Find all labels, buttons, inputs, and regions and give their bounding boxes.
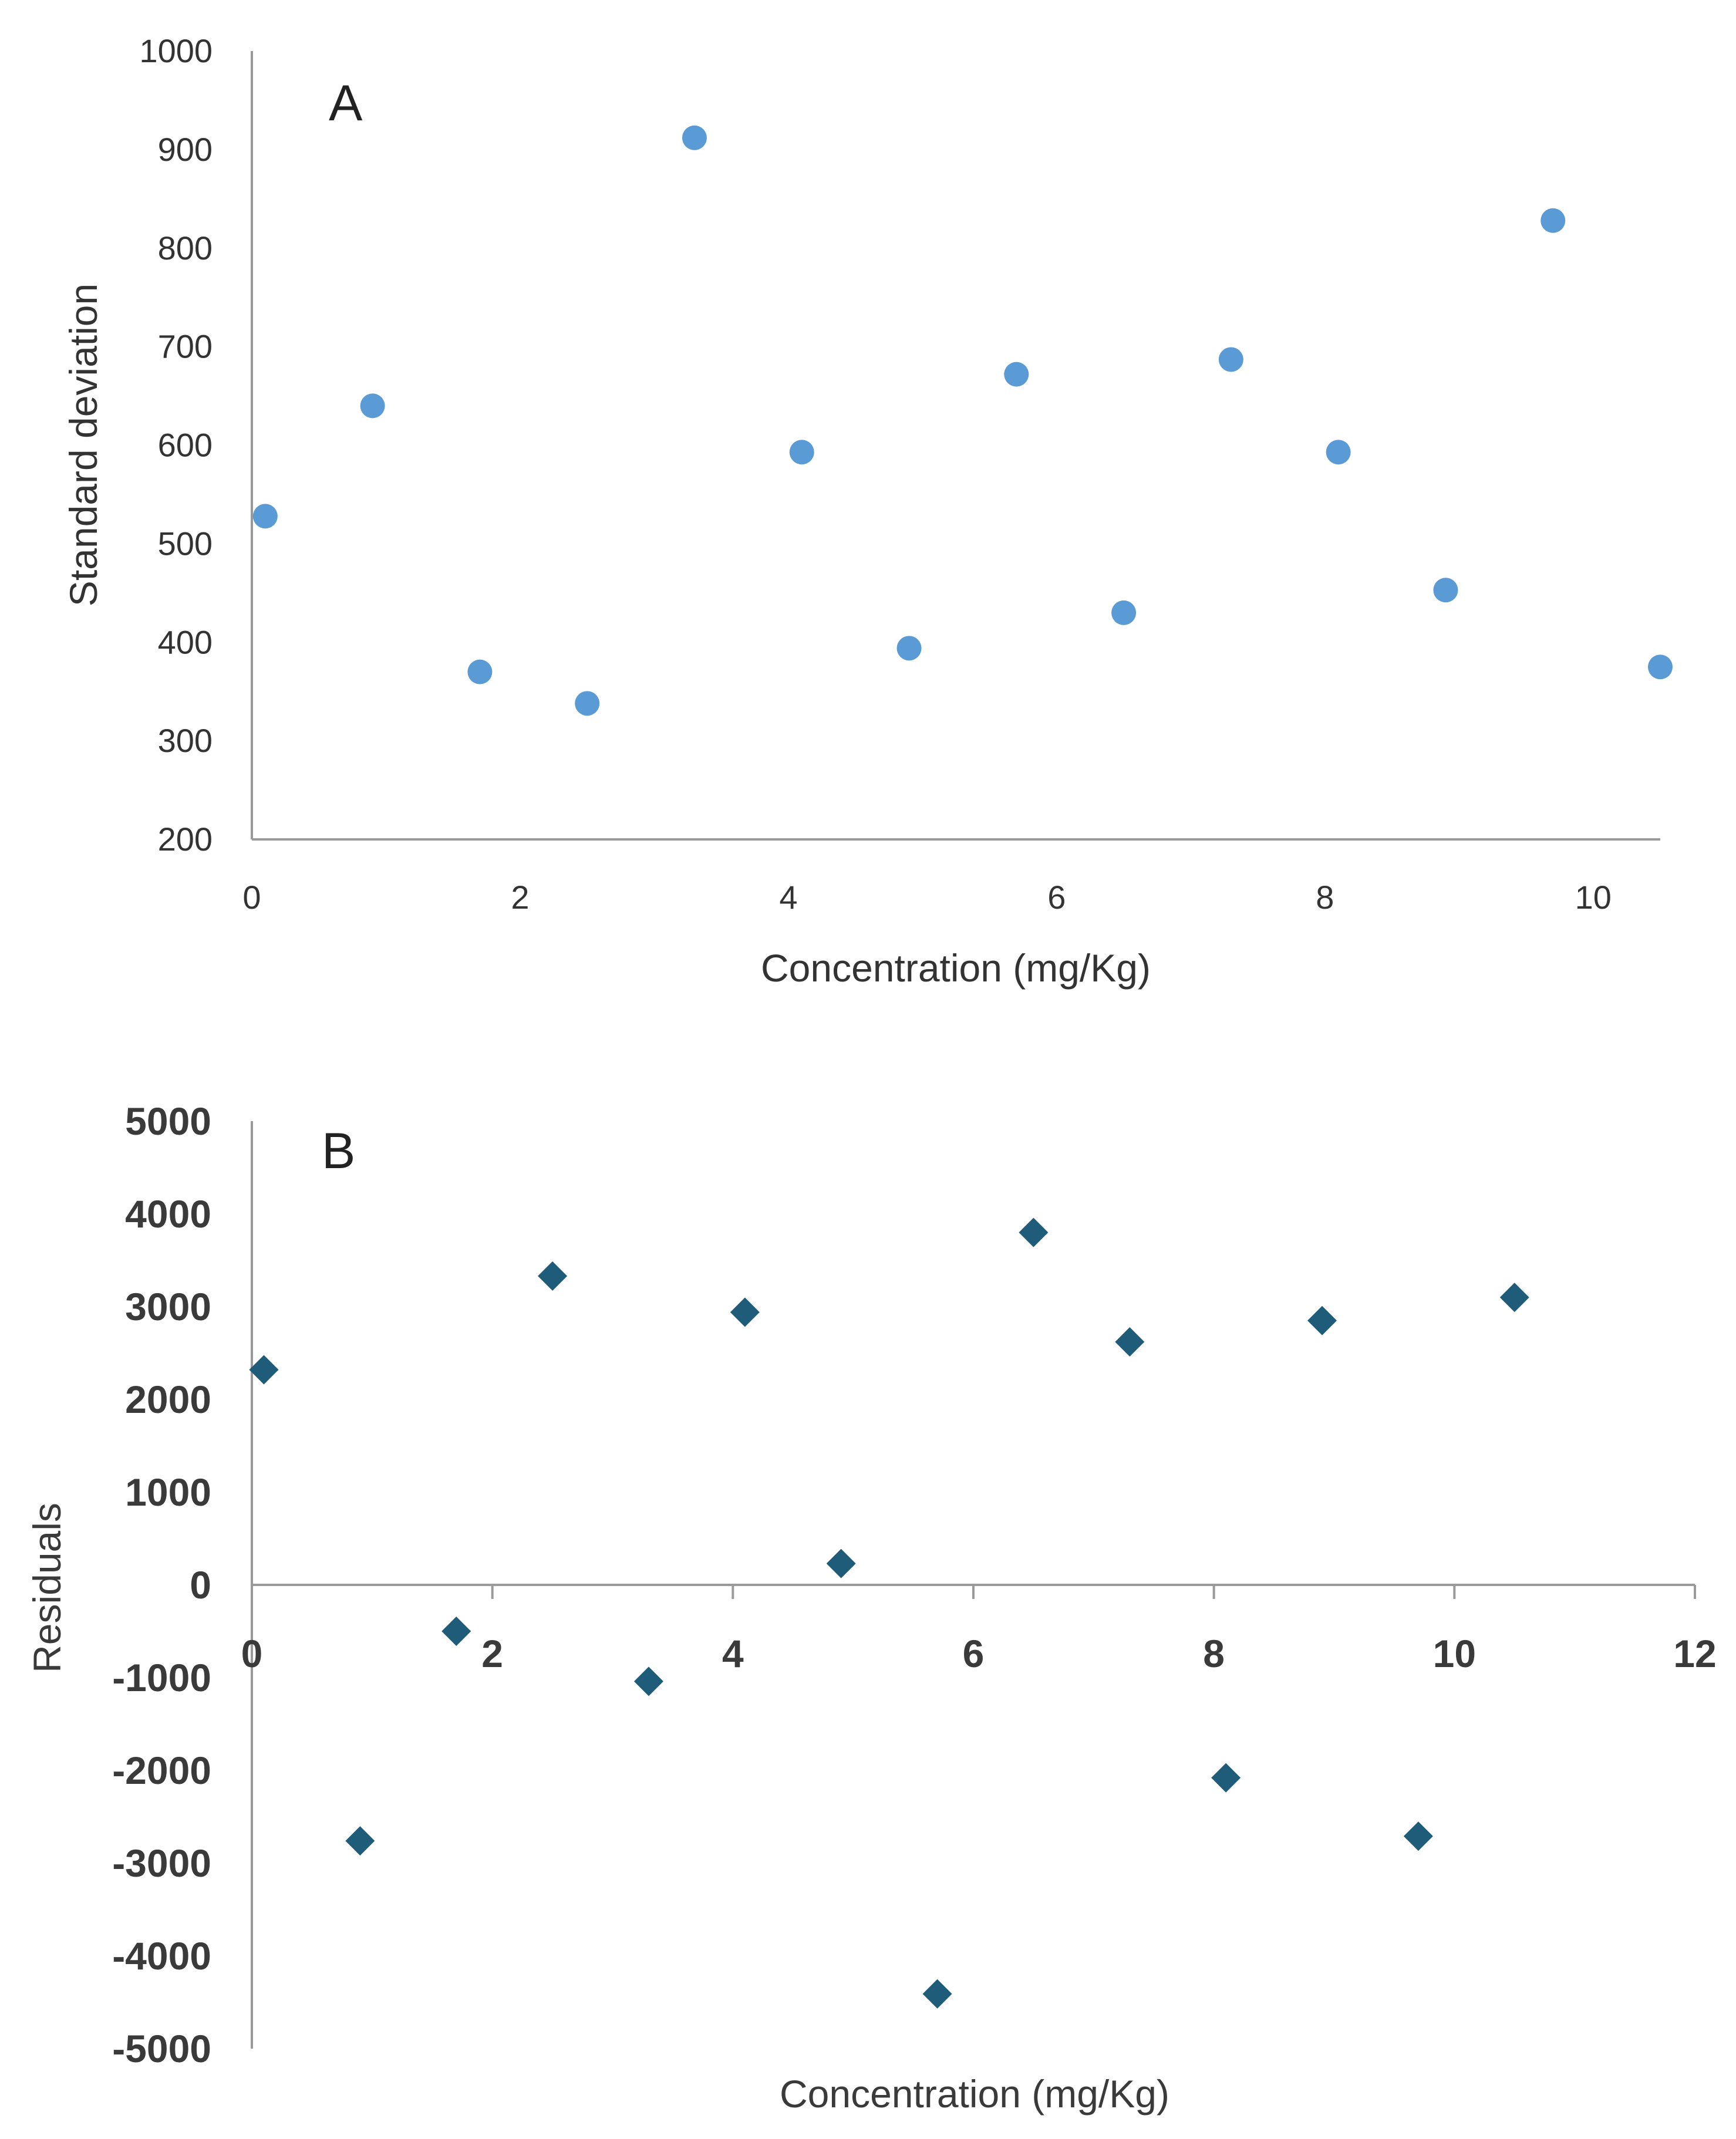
panel-b-x-tick-label: 8 — [1203, 1632, 1225, 1675]
panel-b-data-point — [1019, 1217, 1049, 1247]
panel-b-y-tick-label: -1000 — [112, 1656, 211, 1699]
panel-a-x-axis-title: Concentration (mg/Kg) — [761, 946, 1151, 990]
panel-b-chart: -5000-4000-3000-2000-1000010002000300040… — [25, 1099, 1717, 2116]
panel-b-data-point — [249, 1355, 279, 1385]
panel-b-x-tick-label: 6 — [963, 1632, 985, 1675]
panel-b-x-tick-label: 4 — [722, 1632, 744, 1675]
panel-a-data-point — [252, 504, 278, 529]
panel-b-data-point — [1499, 1283, 1529, 1313]
panel-a-data-point — [789, 440, 814, 465]
panel-a-y-tick-label: 700 — [158, 328, 213, 365]
panel-a-x-tick-label: 2 — [511, 879, 529, 916]
panel-a-data-point — [682, 125, 707, 150]
panel-a-x-tick-label: 4 — [779, 879, 797, 916]
panel-b-data-point — [345, 1826, 375, 1856]
panel-b-y-tick-label: -2000 — [112, 1749, 211, 1792]
panel-a-chart: 200 300 400 500 600 700 800 900 1000 0 2 4 6 8 10 A C… — [62, 32, 1673, 990]
panel-b-y-tick-label: 0 — [190, 1563, 211, 1607]
panel-b-x-tick-label: 10 — [1433, 1632, 1476, 1675]
panel-a-y-axis-title: Standard deviation — [62, 284, 105, 606]
panel-a-y-tick-label: 500 — [158, 525, 213, 562]
panel-b-y-tick-labels: -5000 -4000 -3000 -2000 -1000 0 1000 2000 3000 40… — [112, 1099, 211, 2070]
panel-b-data-point — [1115, 1327, 1145, 1357]
panel-a-data-point — [1218, 347, 1243, 372]
panel-a-y-tick-label: 600 — [158, 427, 213, 464]
panel-a-data-point — [1326, 440, 1351, 465]
panel-a-data-point — [1433, 578, 1458, 603]
panel-a-data-point — [1111, 600, 1137, 625]
panel-b-data-point — [633, 1666, 663, 1696]
panel-b-y-tick-label: 1000 — [125, 1470, 211, 1514]
panel-a-x-tick-label: 0 — [242, 879, 261, 916]
panel-b-data-point — [1307, 1305, 1337, 1335]
panel-a-data-point — [1004, 362, 1029, 387]
panel-b-points — [249, 1217, 1529, 2009]
panel-b-x-tick-label: 2 — [481, 1632, 503, 1675]
panel-a-x-tick-labels: 0 2 4 6 8 10 — [242, 879, 1611, 916]
panel-a-data-point — [896, 636, 922, 661]
panel-b-x-tick-labels: 0 2 4 6 8 10 12 — [241, 1585, 1717, 1675]
panel-b-data-point — [730, 1297, 760, 1327]
panel-b-y-tick-label: 5000 — [125, 1099, 211, 1143]
panel-b-data-point — [441, 1617, 471, 1646]
panel-b-data-point — [826, 1548, 856, 1578]
panel-b-data-point — [1403, 1821, 1433, 1851]
panel-b-y-axis-title: Residuals — [25, 1503, 69, 1673]
panel-a-data-point — [1648, 654, 1673, 680]
panel-b-label: B — [322, 1123, 355, 1179]
panel-a-label: A — [329, 75, 363, 131]
panel-a-y-tick-label: 900 — [158, 131, 213, 168]
panel-b-y-tick-label: 2000 — [125, 1378, 211, 1421]
panel-a-data-point — [467, 659, 493, 684]
panel-a-points — [252, 125, 1673, 716]
panel-b-y-tick-label: -5000 — [112, 2027, 211, 2070]
panel-a-y-tick-label: 1000 — [139, 32, 213, 69]
panel-b-y-tick-label: -3000 — [112, 1841, 211, 1885]
panel-b-data-point — [538, 1261, 568, 1291]
panel-a-x-tick-label: 10 — [1575, 879, 1612, 916]
panel-b-x-axis-title: Concentration (mg/Kg) — [780, 2072, 1169, 2116]
panel-b-data-point — [922, 1979, 952, 2009]
panel-b-y-tick-label: -4000 — [112, 1934, 211, 1978]
panel-a-y-tick-label: 400 — [158, 623, 213, 660]
panel-a-y-tick-label: 800 — [158, 230, 213, 266]
panel-a-x-tick-label: 6 — [1047, 879, 1066, 916]
panel-b-y-tick-label: 3000 — [125, 1285, 211, 1328]
panel-a-y-tick-label: 300 — [158, 722, 213, 759]
panel-a-x-tick-label: 8 — [1316, 879, 1334, 916]
panel-b-data-point — [1211, 1763, 1241, 1793]
panel-a-data-point — [360, 393, 385, 419]
panel-a-y-tick-labels: 200 300 400 500 600 700 800 900 1000 — [139, 32, 213, 858]
panel-a-data-point — [575, 691, 600, 716]
panel-b-x-tick-label: 0 — [241, 1632, 263, 1675]
panel-b-x-tick-label: 12 — [1673, 1632, 1716, 1675]
panel-a-data-point — [1541, 208, 1566, 233]
panel-b-y-tick-label: 4000 — [125, 1192, 211, 1236]
panel-a-y-tick-label: 200 — [158, 821, 213, 858]
